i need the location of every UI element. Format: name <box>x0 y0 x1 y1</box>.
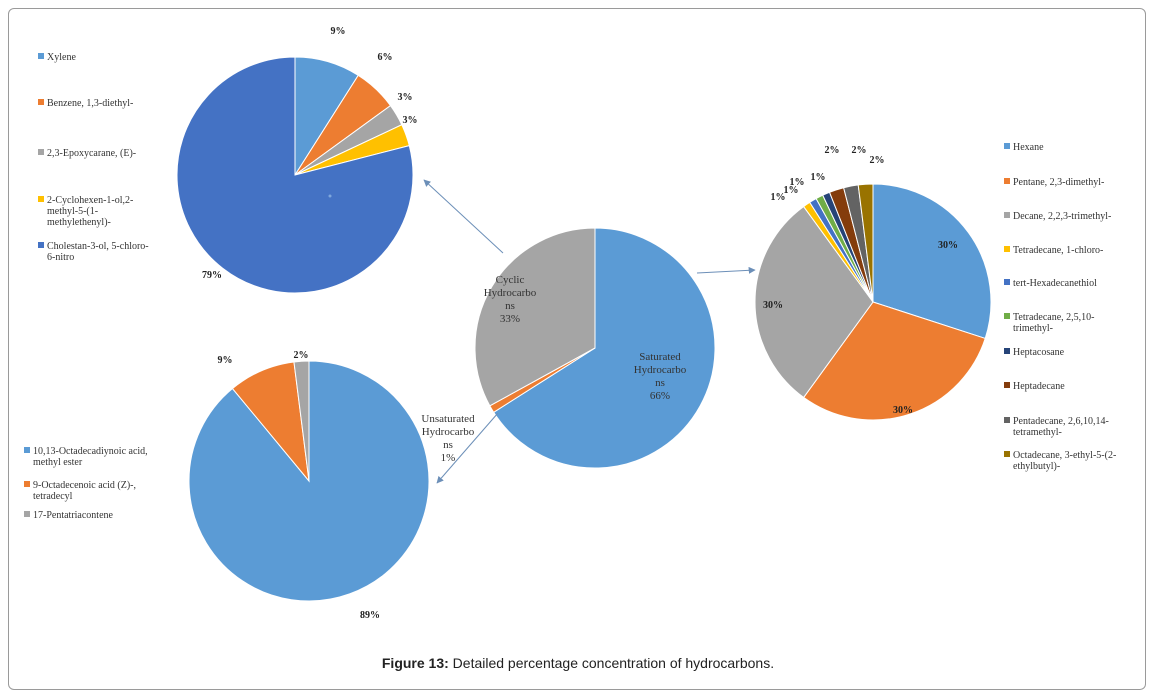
unsaturated-legend-swatch-17-pentatriacontene <box>24 511 30 517</box>
unsaturated-slice-17-pentatriacontene <box>293 360 310 482</box>
caption-text: Detailed percentage concentration of hyd… <box>448 655 775 671</box>
main-label-cyclic: Cyclic Hydrocarbo ns 33% <box>484 274 537 325</box>
saturated-data-label-4: 1% <box>784 185 799 196</box>
cyclic-legend-swatch-2-cyclohexen-1-ol-2 <box>38 196 44 202</box>
saturated-data-label-7: 2% <box>825 145 840 156</box>
saturated-legend-label-hexane: Hexane <box>1013 142 1044 153</box>
saturated-data-label-0: 30% <box>938 240 958 251</box>
saturated-legend-swatch-hexane <box>1004 143 1010 149</box>
hydrocarbon-pie-charts: Saturated Hydrocarbo ns 66% Unsaturated Hydro… <box>24 26 1116 621</box>
cyclic-legend-label-cholestan-3-ol-5-chloro: Cholestan-3-ol, 5-chloro-6-nitro <box>47 241 149 263</box>
main-slice-saturated <box>492 227 716 469</box>
arrow-to-cyclic <box>423 179 504 254</box>
cyclic-data-label-4: 79% <box>202 270 222 281</box>
caption-prefix: Figure 13: <box>381 655 449 671</box>
cyclic-data-label-1: 6% <box>378 52 393 63</box>
cyclic-data-label-0: 9% <box>331 26 346 37</box>
unsaturated-legend-label-9-octadecenoic-acid-z: 9-Octadecenoic acid (Z)-, tetradecyl <box>33 480 136 502</box>
cyclic-legend-swatch-cholestan-3-ol-5-chloro <box>38 242 44 248</box>
saturated-data-label-2: 30% <box>763 300 783 311</box>
saturated-legend-label-tetradecane-1-chloro: Tetradecane, 1-chloro- <box>1013 245 1103 256</box>
cyclic-slice-cholestan-3-ol-5-chloro-6-nitro <box>176 56 414 294</box>
cyclic-legend-swatch-xylene <box>38 53 44 59</box>
saturated-legend-swatch-tetradecane-1-chloro <box>1004 246 1010 252</box>
saturated-legend-label-pentadecane-2-6-10-14: Pentadecane, 2,6,10,14-tetramethyl- <box>1013 416 1109 438</box>
unsaturated-data-label-1: 9% <box>218 355 233 366</box>
arrow-to-unsaturated <box>436 412 499 484</box>
saturated-slice-hexane <box>872 183 992 340</box>
saturated-slice-octadecane-3-ethyl-5-2-ethylbutyl <box>857 183 874 303</box>
figure-caption: Figure 13: Detailed percentage concentra… <box>0 655 1156 671</box>
unsaturated-legend-swatch-10-13-octadecadiynoic-acid <box>24 447 30 453</box>
saturated-data-label-6: 1% <box>811 172 826 183</box>
saturated-legend-label-heptadecane: Heptadecane <box>1013 381 1065 392</box>
unsaturated-data-label-0: 89% <box>360 610 380 621</box>
saturated-legend-swatch-tert-hexadecanethiol <box>1004 279 1010 285</box>
saturated-slice-pentane-2-3-dimethyl <box>802 301 986 421</box>
saturated-legend-swatch-heptacosane <box>1004 348 1010 354</box>
cyclic-legend-swatch-benzene-1-3-diethyl <box>38 99 44 105</box>
saturated-data-label-9: 2% <box>870 155 885 166</box>
unsaturated-data-label-2: 2% <box>294 350 309 361</box>
saturated-data-label-1: 30% <box>893 405 913 416</box>
saturated-legend-swatch-pentane-2-3-dimethyl <box>1004 178 1010 184</box>
saturated-legend-swatch-pentadecane-2-6-10-14 <box>1004 417 1010 423</box>
cyclic-legend-swatch-2-3-epoxycarane-e <box>38 149 44 155</box>
cyclic-legend-label-benzene-1-3-diethyl: Benzene, 1,3-diethyl- <box>47 98 133 109</box>
cyclic-data-label-3: 3% <box>403 115 418 126</box>
cyclic-legend-label-xylene: Xylene <box>47 52 76 63</box>
saturated-legend-label-tetradecane-2-5-10: Tetradecane, 2,5,10-trimethyl- <box>1013 312 1094 334</box>
saturated-legend-label-heptacosane: Heptacosane <box>1013 347 1065 358</box>
main-label-unsaturated: Unsaturated Hydrocarbo ns 1% <box>421 413 475 464</box>
saturated-legend-swatch-octadecane-3-ethyl-5-2 <box>1004 451 1010 457</box>
main-slice-cyclic <box>474 227 596 407</box>
saturated-legend-swatch-heptadecane <box>1004 382 1010 388</box>
main-label-saturated: Saturated Hydrocarbo ns 66% <box>634 351 687 402</box>
figure-frame <box>8 8 1146 690</box>
cyclic-legend-label-2-cyclohexen-1-ol-2: 2-Cyclohexen-1-ol,2-methyl-5-(1-methylet… <box>47 195 133 228</box>
cyclic-data-label-2: 3% <box>398 92 413 103</box>
saturated-data-label-8: 2% <box>852 145 867 156</box>
saturated-legend-label-pentane-2-3-dimethyl: Pentane, 2,3-dimethyl- <box>1013 177 1104 188</box>
saturated-legend-label-tert-hexadecanethiol: tert-Hexadecanethiol <box>1013 278 1097 289</box>
saturated-data-label-3: 1% <box>771 192 786 203</box>
unsaturated-legend-swatch-9-octadecenoic-acid-z <box>24 481 30 487</box>
saturated-slice-decane-2-2-3-trimethyl <box>754 205 874 399</box>
cyclic-legend-label-2-3-epoxycarane-e: 2,3-Epoxycarane, (E)- <box>47 148 136 159</box>
saturated-data-label-5: 1% <box>790 177 805 188</box>
saturated-legend-swatch-decane-2-2-3-trimethyl <box>1004 212 1010 218</box>
cyclic-center-dot <box>328 194 332 198</box>
arrow-to-saturated <box>696 266 756 274</box>
unsaturated-legend-label-10-13-octadecadiynoic-acid: 10,13-Octadecadiynoic acid, methyl ester <box>33 446 148 468</box>
saturated-legend-label-octadecane-3-ethyl-5-2: Octadecane, 3-ethyl-5-(2-ethylbutyl)- <box>1013 450 1116 472</box>
saturated-legend-label-decane-2-2-3-trimethyl: Decane, 2,2,3-trimethyl- <box>1013 211 1111 222</box>
unsaturated-legend-label-17-pentatriacontene: 17-Pentatriacontene <box>33 510 114 521</box>
saturated-legend-swatch-tetradecane-2-5-10 <box>1004 313 1010 319</box>
